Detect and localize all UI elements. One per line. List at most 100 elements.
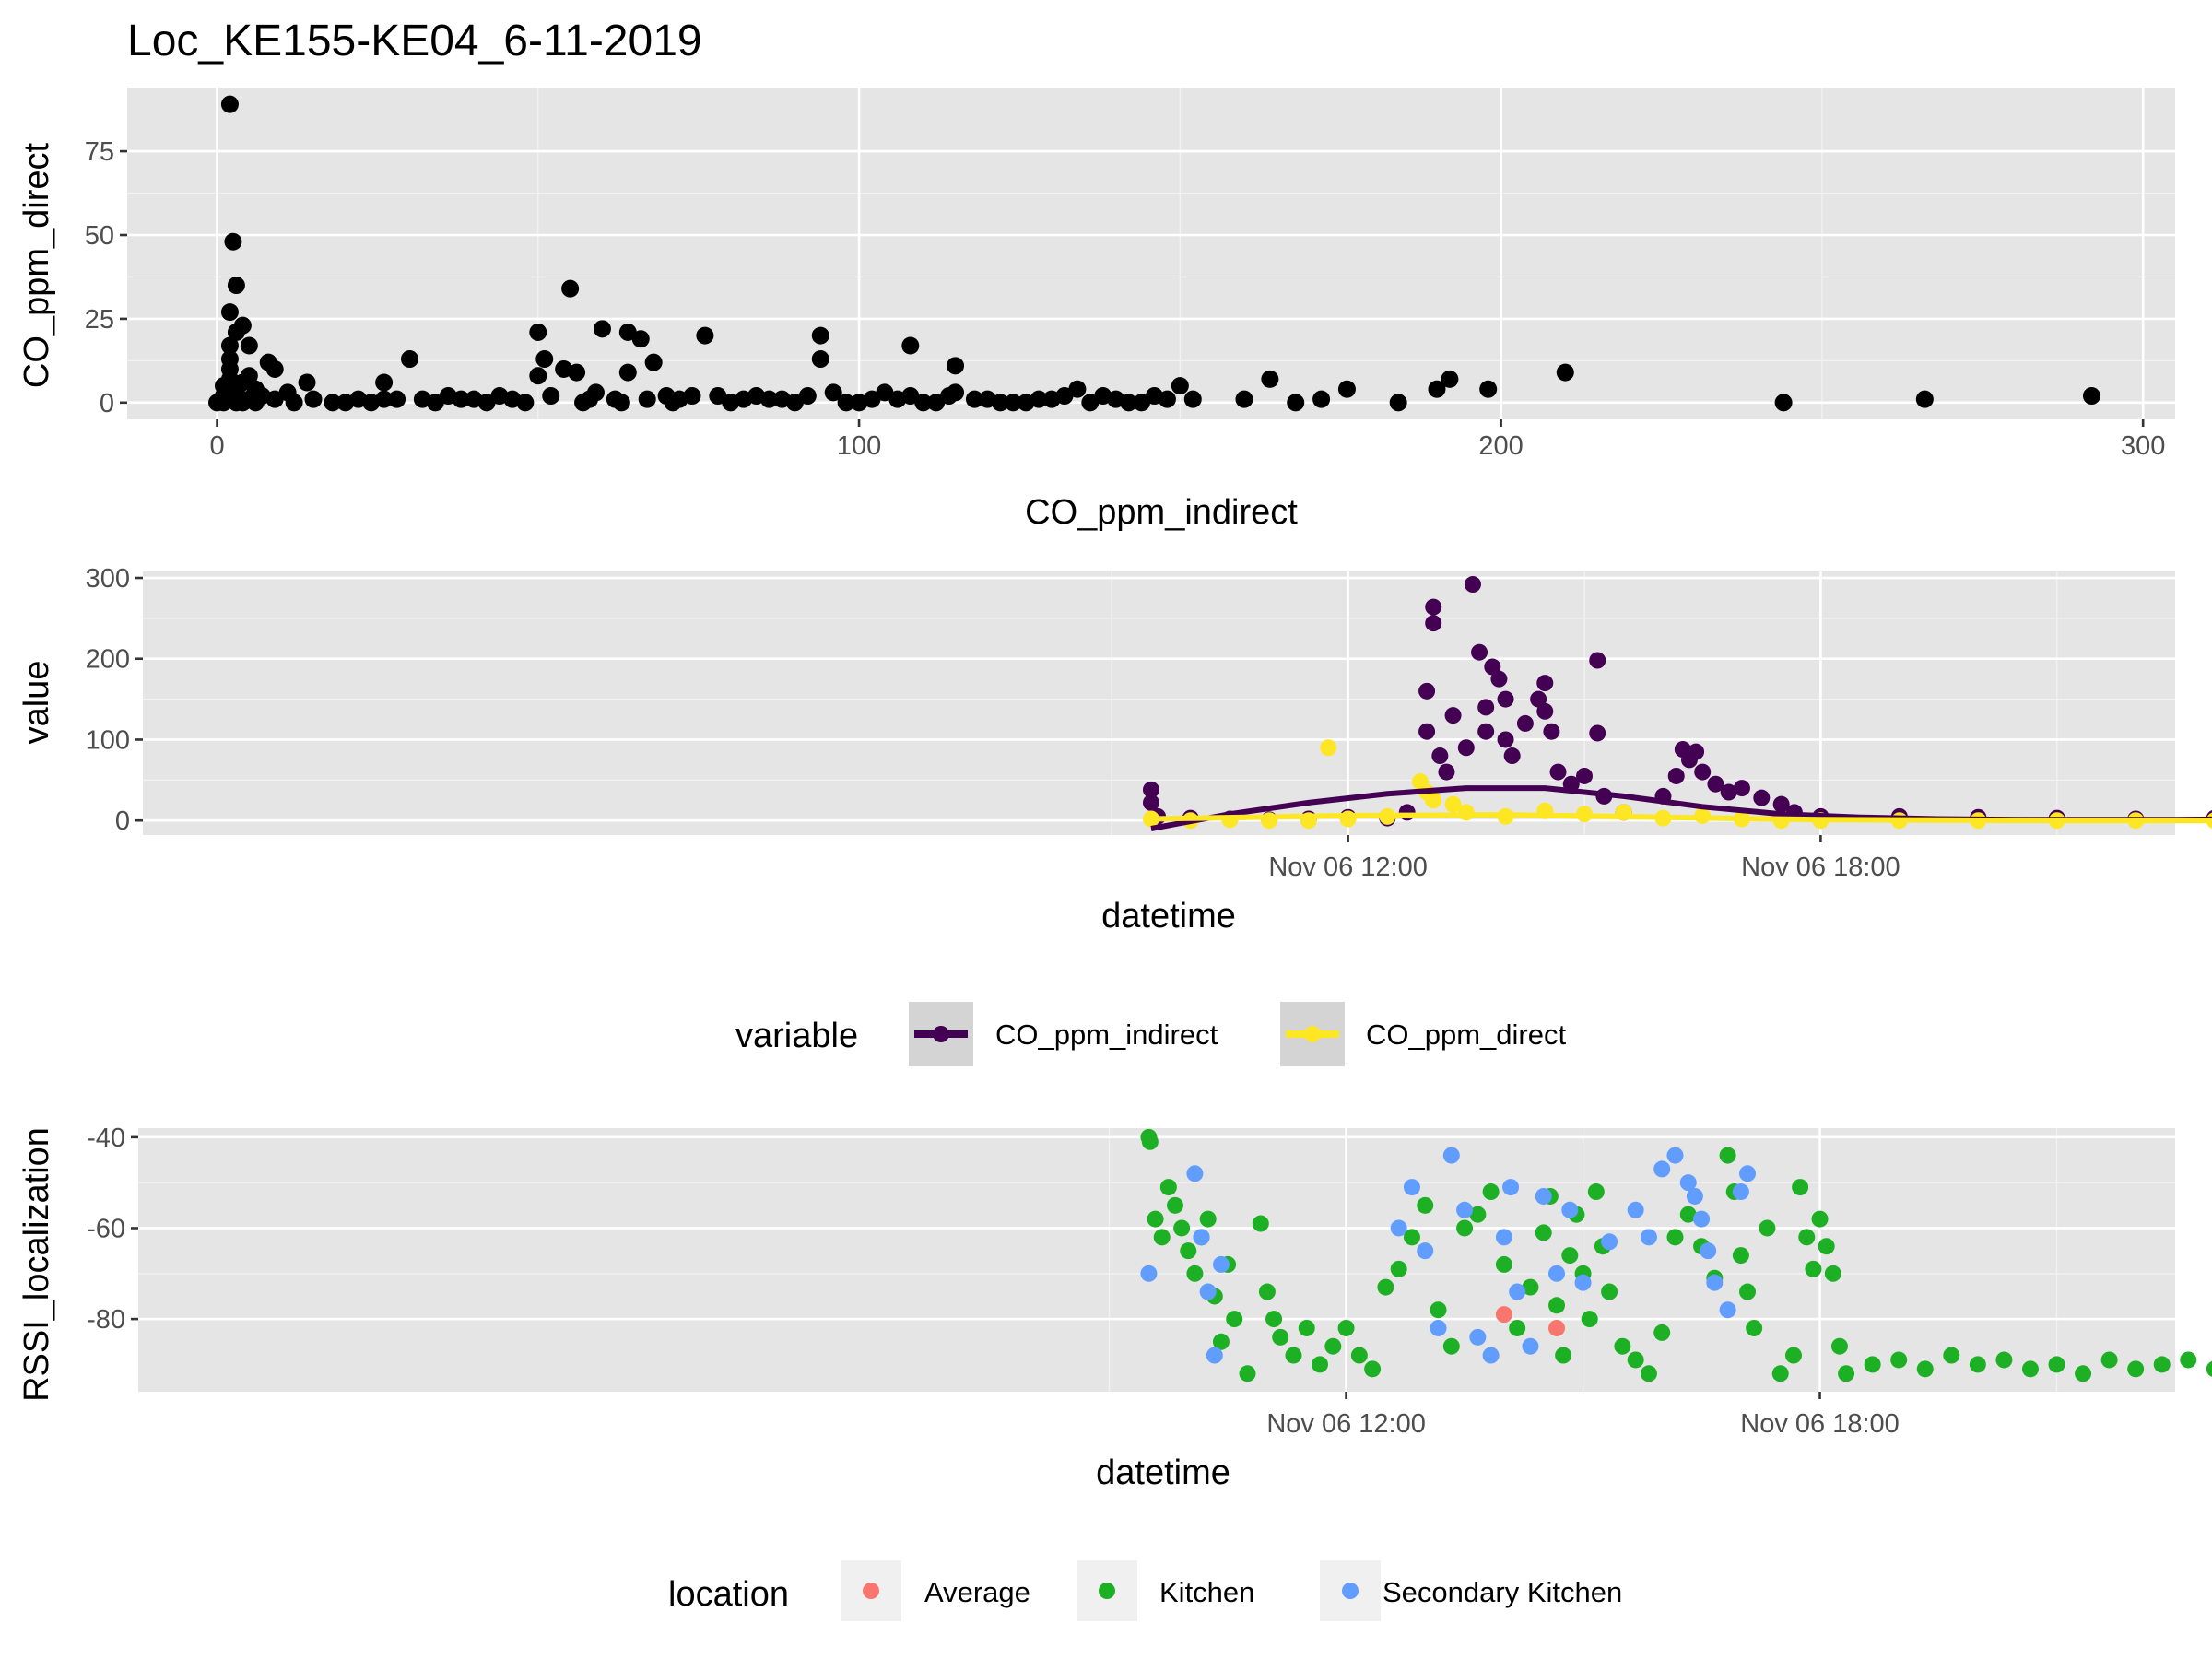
panel-3-y-axis-title: RSSI_localization <box>18 1127 56 1402</box>
secondary-kitchen-point <box>1430 1319 1447 1336</box>
kitchen-point <box>1784 1347 1802 1364</box>
secondary-kitchen-point <box>1601 1233 1618 1251</box>
data-point <box>1774 394 1793 412</box>
kitchen-point <box>1456 1219 1474 1237</box>
kitchen-point <box>1509 1319 1526 1336</box>
data-point <box>426 394 444 412</box>
data-point <box>265 359 284 378</box>
data-point <box>324 394 342 412</box>
kitchen-point <box>1442 1337 1460 1355</box>
kitchen-point <box>1159 1179 1177 1196</box>
data-point <box>1158 390 1176 408</box>
kitchen-point <box>2180 1351 2197 1369</box>
data-point <box>612 394 630 412</box>
kitchen-point <box>2206 1360 2212 1377</box>
kitchen-point <box>1824 1265 1841 1282</box>
secondary-kitchen-point <box>1627 1201 1644 1218</box>
data-point <box>644 353 663 371</box>
legend-label-co-direct: CO_ppm_direct <box>1366 1018 1566 1051</box>
data-point <box>811 326 830 345</box>
data-point <box>304 390 323 408</box>
kitchen-point <box>1212 1333 1230 1350</box>
panel-1-y-tick-label: 50 <box>85 221 114 251</box>
data-point <box>1441 370 1459 388</box>
kitchen-point <box>1469 1206 1487 1223</box>
secondary-kitchen-point <box>1482 1347 1500 1364</box>
data-point <box>586 383 605 402</box>
co-ppm-direct-smooth-line <box>1150 812 2212 824</box>
kitchen-point <box>1173 1219 1191 1237</box>
kitchen-point <box>1679 1206 1697 1223</box>
legend-label-co-indirect: CO_ppm_indirect <box>995 1018 1218 1051</box>
data-point <box>1055 387 1074 406</box>
kitchen-point <box>1969 1356 1986 1373</box>
kitchen-point <box>1739 1283 1757 1300</box>
panel-2-x-axis-title: datetime <box>1101 897 1236 935</box>
kitchen-point <box>1759 1219 1776 1237</box>
secondary-kitchen-point <box>1732 1183 1749 1201</box>
data-point <box>1389 394 1407 412</box>
kitchen-point <box>1653 1324 1671 1341</box>
co-ppm-indirect-point <box>1418 723 1436 740</box>
co-ppm-indirect-point <box>1694 763 1712 781</box>
secondary-kitchen-point <box>1206 1347 1223 1364</box>
secondary-kitchen-point <box>1456 1201 1474 1218</box>
kitchen-point <box>1818 1238 1835 1255</box>
kitchen-point <box>1482 1183 1500 1201</box>
data-point <box>947 357 965 375</box>
data-point <box>888 390 907 408</box>
data-point <box>940 387 959 406</box>
panel-1-x-tick-label: 100 <box>837 431 881 461</box>
data-point <box>214 394 232 412</box>
data-point <box>1133 394 1151 412</box>
secondary-kitchen-point <box>1653 1160 1671 1178</box>
kitchen-point <box>2100 1351 2118 1369</box>
data-point <box>1479 380 1498 398</box>
co-ppm-indirect-point <box>1444 707 1462 724</box>
secondary-kitchen-point <box>1186 1165 1204 1182</box>
p3-x-tick-label: Nov 06 12:00 <box>1266 1409 1426 1439</box>
kitchen-point <box>1890 1351 1908 1369</box>
co-ppm-indirect-point <box>1425 598 1442 616</box>
kitchen-point <box>1601 1283 1618 1300</box>
secondary-kitchen-point <box>1719 1301 1736 1319</box>
co-ppm-indirect-point <box>1490 670 1508 688</box>
kitchen-point <box>2153 1356 2171 1373</box>
legend-key-co-indirect-dot <box>933 1026 949 1042</box>
data-point <box>631 330 650 348</box>
kitchen-point <box>1587 1183 1605 1201</box>
data-point <box>1556 363 1574 382</box>
data-point <box>574 394 593 412</box>
p2-y-tick-label: 100 <box>86 725 130 755</box>
co-ppm-indirect-point <box>1471 643 1488 661</box>
chart-title: Loc_KE155-KE04_6-11-2019 <box>127 17 702 65</box>
co-ppm-direct-point <box>1142 810 1159 828</box>
secondary-kitchen-point <box>1502 1179 1520 1196</box>
kitchen-point <box>1186 1265 1204 1282</box>
legend-key-kitchen-dot <box>1099 1583 1115 1599</box>
data-point <box>965 390 983 408</box>
kitchen-point <box>1792 1179 1809 1196</box>
kitchen-point <box>1153 1229 1171 1246</box>
kitchen-point <box>1627 1351 1644 1369</box>
location-legend: location Average Kitchen Secondary Kitch… <box>668 1560 1622 1621</box>
kitchen-point <box>1798 1229 1816 1246</box>
data-point <box>362 394 381 412</box>
kitchen-point <box>1430 1301 1447 1319</box>
data-point <box>914 394 933 412</box>
data-point <box>388 390 406 408</box>
data-point <box>618 363 637 382</box>
kitchen-point <box>1226 1311 1243 1328</box>
kitchen-point <box>1324 1337 1342 1355</box>
average-point <box>1495 1306 1512 1324</box>
secondary-kitchen-point <box>1403 1179 1420 1196</box>
data-point <box>375 373 394 392</box>
panel-3-background <box>138 1128 2175 1392</box>
panel-1-y-tick-label: 0 <box>100 389 114 418</box>
data-point <box>227 323 245 341</box>
kitchen-point <box>1337 1319 1355 1336</box>
data-point <box>772 390 791 408</box>
data-point <box>1428 380 1446 398</box>
